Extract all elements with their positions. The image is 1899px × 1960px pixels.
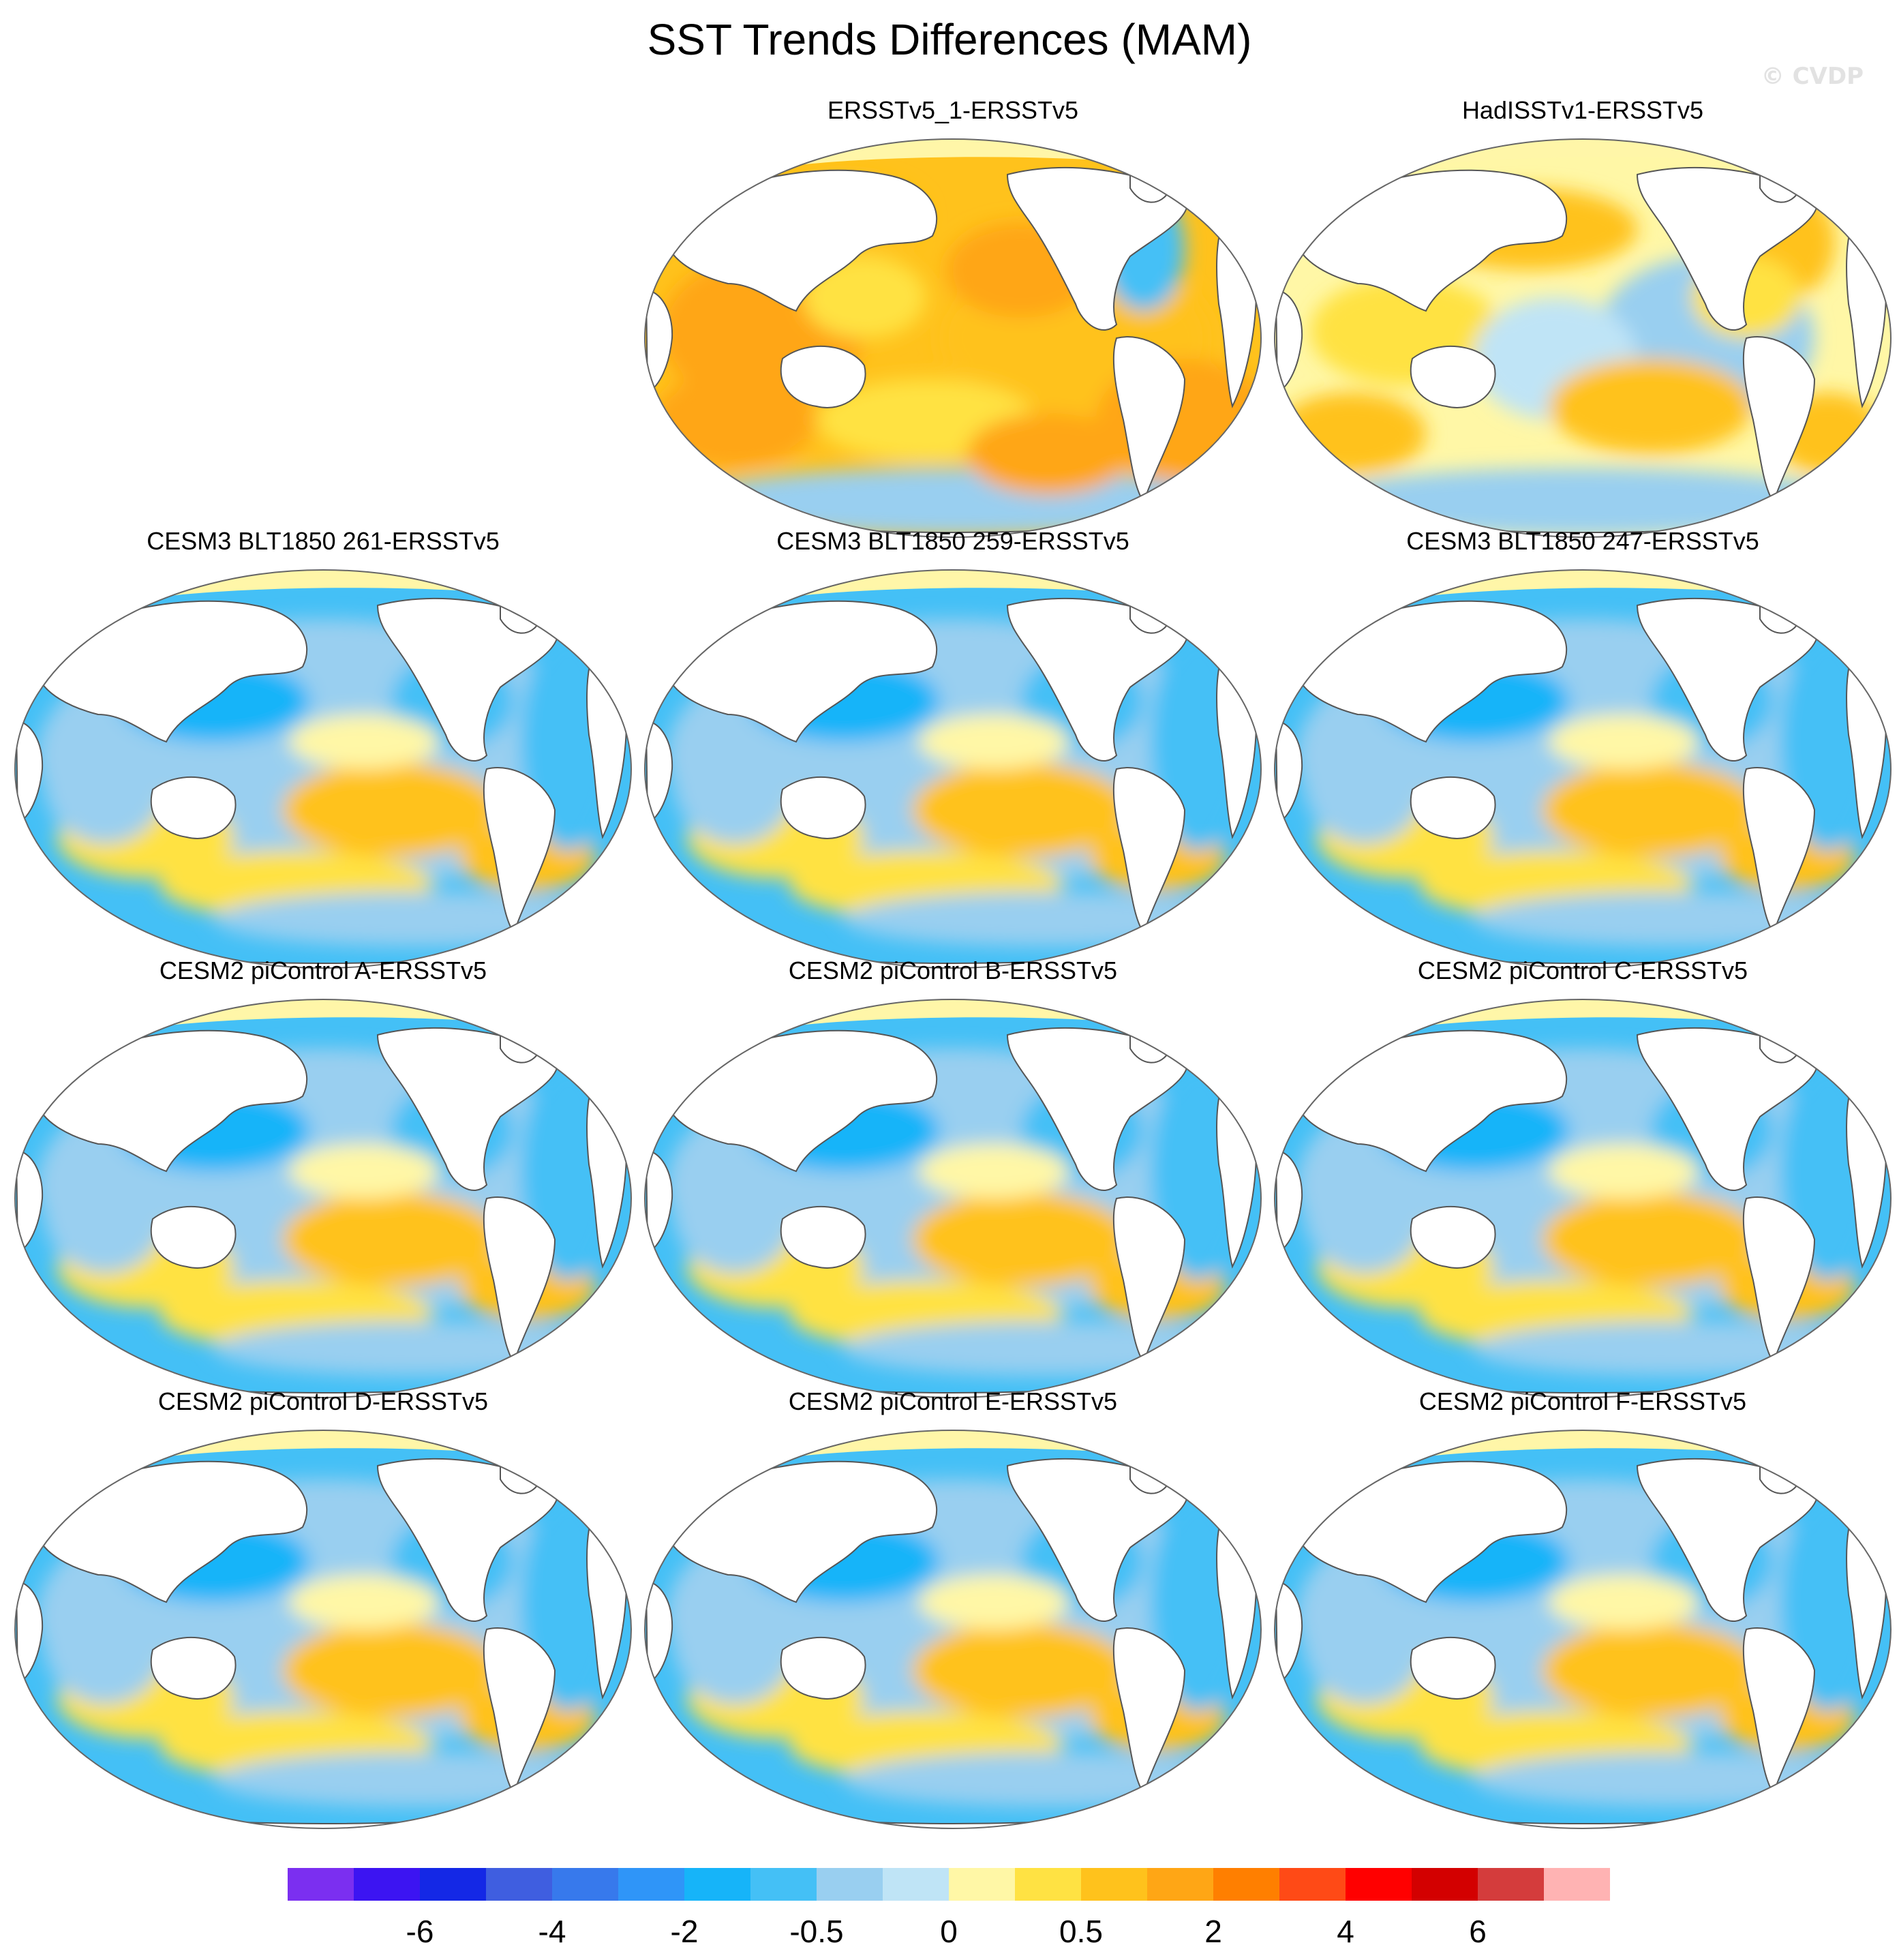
- sst-trend-map: [14, 999, 632, 1398]
- map-panel: CESM3 BLT1850 259-ERSSTv5: [639, 526, 1266, 976]
- map-panel: CESM2 piControl A-ERSSTv5: [10, 956, 637, 1406]
- colorbar-swatch: [1015, 1868, 1082, 1901]
- map-panel: CESM2 piControl C-ERSSTv5: [1269, 956, 1896, 1406]
- panel-title: CESM2 piControl E-ERSSTv5: [788, 1387, 1118, 1415]
- panel-title: CESM2 piControl D-ERSSTv5: [157, 1387, 489, 1415]
- colorbar-tick-label: -6: [406, 1914, 434, 1949]
- map-panel: CESM2 piControl B-ERSSTv5: [639, 956, 1266, 1406]
- colorbar-swatch: [288, 1868, 354, 1901]
- globe-outline: [1274, 1430, 1892, 1829]
- globe-outline: [14, 569, 632, 969]
- globe-outline: [644, 999, 1262, 1398]
- panel-title: CESM3 BLT1850 261-ERSSTv5: [147, 527, 500, 555]
- cvdp-watermark: © CVDP: [1761, 63, 1864, 90]
- colorbar-swatch: [883, 1868, 950, 1901]
- colorbar-swatch: [1478, 1868, 1545, 1901]
- colorbar-swatch: [684, 1868, 751, 1901]
- colorbar-swatch: [750, 1868, 817, 1901]
- colorbar-swatch: [1346, 1868, 1412, 1901]
- map-panel: ERSSTv5_1-ERSSTv5: [639, 95, 1266, 545]
- colorbar-swatch: [1213, 1868, 1280, 1901]
- colorbar-tick-label: 4: [1337, 1914, 1354, 1949]
- colorbar-swatch: [1412, 1868, 1478, 1901]
- globe-outline: [644, 1430, 1262, 1829]
- colorbar-swatch: [1544, 1868, 1610, 1901]
- globe-outline: [14, 1430, 632, 1829]
- colorbar-swatch: [618, 1868, 685, 1901]
- colorbar-tick-label: -4: [538, 1914, 566, 1949]
- globe-outline: [644, 138, 1262, 538]
- colorbar-tick-label: -2: [670, 1914, 699, 1949]
- sst-trend-map: [644, 569, 1262, 969]
- sst-trend-map: [644, 1430, 1262, 1829]
- colorbar-tick-label: 6: [1469, 1914, 1487, 1949]
- panel-title: CESM2 piControl B-ERSSTv5: [788, 956, 1118, 984]
- colorbar-swatch: [1279, 1868, 1346, 1901]
- panel-title: CESM2 piControl C-ERSSTv5: [1417, 956, 1748, 984]
- map-panel: HadISSTv1-ERSSTv5: [1269, 95, 1896, 545]
- globe-outline: [644, 569, 1262, 969]
- sst-trend-map: [1274, 1430, 1892, 1829]
- colorbar-tick-label: -0.5: [789, 1914, 844, 1949]
- map-panel: CESM3 BLT1850 261-ERSSTv5: [10, 526, 637, 976]
- colorbar-swatch: [1147, 1868, 1214, 1901]
- colorbar-swatch: [949, 1868, 1016, 1901]
- panel-title: HadISSTv1-ERSSTv5: [1461, 96, 1704, 124]
- colorbar-swatch: [817, 1868, 883, 1901]
- colorbar-swatch: [552, 1868, 619, 1901]
- panel-title: CESM2 piControl F-ERSSTv5: [1418, 1387, 1747, 1415]
- sst-trend-map: [644, 138, 1262, 538]
- map-panel: CESM2 piControl D-ERSSTv5: [10, 1387, 637, 1837]
- panel-title: ERSSTv5_1-ERSSTv5: [827, 96, 1079, 124]
- colorbar-tick-label: 0: [940, 1914, 958, 1949]
- sst-trend-map: [14, 569, 632, 969]
- colorbar-swatch: [1081, 1868, 1148, 1901]
- panel-title: CESM3 BLT1850 247-ERSSTv5: [1406, 527, 1759, 555]
- globe-outline: [1274, 138, 1892, 538]
- globe-outline: [1274, 999, 1892, 1398]
- sst-trend-map: [644, 999, 1262, 1398]
- colorbar-tick-label: 0.5: [1059, 1914, 1103, 1949]
- map-panel: CESM3 BLT1850 247-ERSSTv5: [1269, 526, 1896, 976]
- colorbar-tick-label: 2: [1204, 1914, 1222, 1949]
- sst-trend-map: [1274, 569, 1892, 969]
- globe-outline: [14, 999, 632, 1398]
- panel-title: CESM2 piControl A-ERSSTv5: [159, 956, 487, 984]
- sst-trend-map: [1274, 999, 1892, 1398]
- sst-trend-map: [1274, 138, 1892, 538]
- figure-title: SST Trends Differences (MAM): [647, 15, 1252, 64]
- colorbar-swatch: [420, 1868, 487, 1901]
- colorbar: [288, 1868, 1610, 1901]
- sst-trend-map: [14, 1430, 632, 1829]
- panel-title: CESM3 BLT1850 259-ERSSTv5: [776, 527, 1129, 555]
- map-panel: CESM2 piControl E-ERSSTv5: [639, 1387, 1266, 1837]
- colorbar-swatch: [354, 1868, 421, 1901]
- colorbar-swatch: [486, 1868, 553, 1901]
- globe-outline: [1274, 569, 1892, 969]
- map-panel: CESM2 piControl F-ERSSTv5: [1269, 1387, 1896, 1837]
